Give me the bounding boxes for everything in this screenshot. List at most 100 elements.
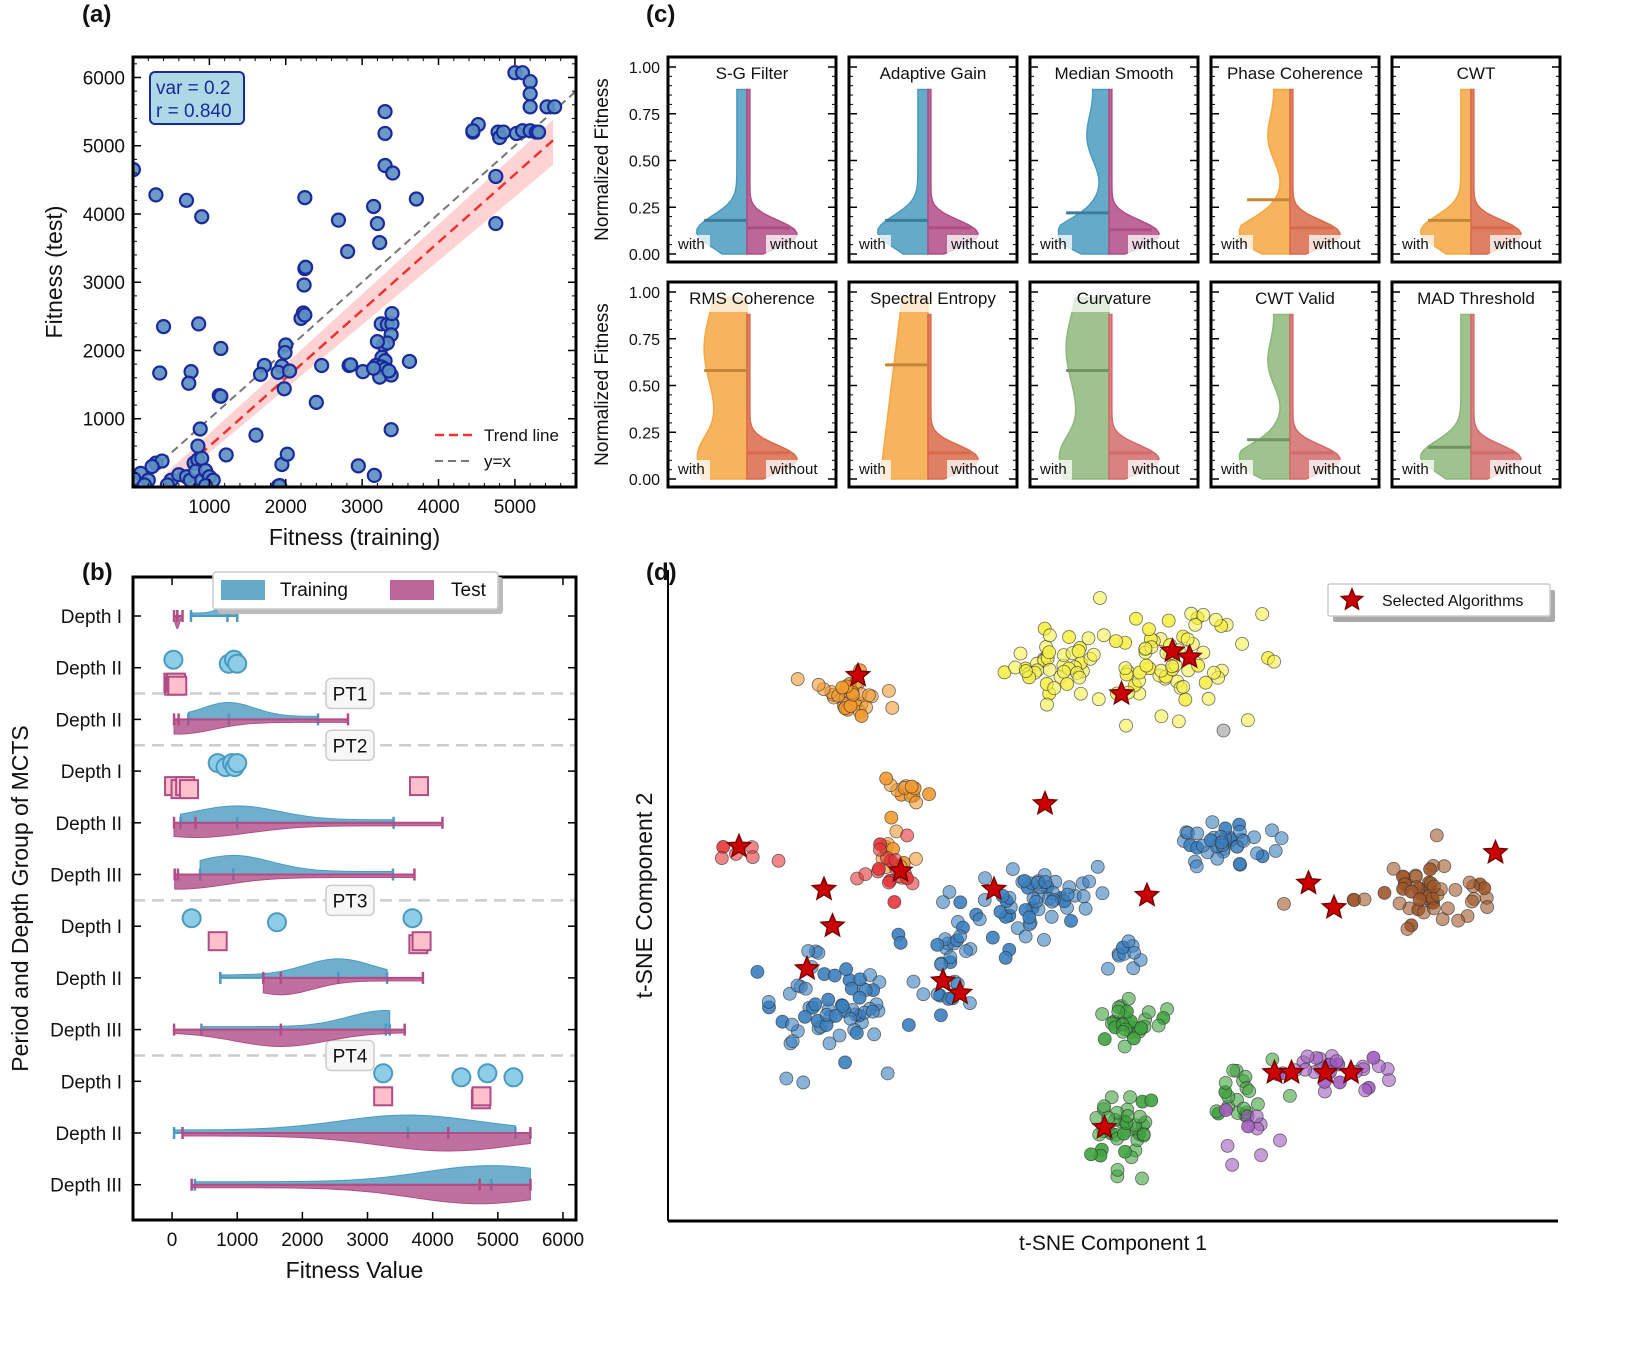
tsne-point [1005,862,1020,876]
tsne-point [871,861,886,876]
data-point [297,190,313,206]
data-point [181,375,197,391]
subplot-frame [666,280,838,489]
legend-star-icon [1339,587,1365,611]
with-label-bg [1036,460,1072,480]
tsne-point [1214,835,1229,850]
without-label: without [1131,236,1180,253]
tsne-point [1082,874,1097,889]
subplot-title: CWT [1457,64,1496,83]
without-label: without [1493,461,1542,478]
with-half-violin [696,88,748,255]
tsne-point [745,850,760,864]
tsne-point [1081,631,1096,646]
tsne-point [1386,861,1401,876]
tsne-point [1178,692,1193,707]
tsne-point [1366,1050,1381,1065]
without-label-bg [1490,235,1556,255]
data-point [465,123,481,139]
data-point [343,357,359,373]
tsne-point [1198,675,1213,690]
data-point [488,168,504,185]
data-point [369,215,386,232]
y-tick-label: Depth III [50,1021,122,1042]
y-tick-label: Depth II [55,969,122,990]
period-label: PT4 [333,1046,368,1067]
panel-label-a: (a) [82,1,111,28]
tsne-point [1121,934,1136,949]
with-label: with [1220,236,1248,253]
tsne-point [1044,909,1059,924]
tsne-point [843,699,858,713]
without-label-bg [947,460,1013,480]
tsne-point [1161,613,1176,628]
selected-algorithm-star [980,875,1008,901]
tsne-point [1329,1054,1344,1069]
subplot-title-bg [1415,287,1526,312]
tsne-point [884,810,899,825]
data-point [366,467,382,483]
x-tick-label: 5000 [494,497,536,518]
x-tick-label: 4000 [417,497,459,518]
tsne-point [785,1017,799,1032]
tsne-point [1111,1004,1126,1019]
x-axis-label: Fitness (training) [269,524,440,550]
panel-c-split-violins: S-G Filter with without 0.00 0.25 0.50 0.75 1.0… [592,55,1562,489]
data-point [547,99,563,115]
tsne-point [1117,1039,1132,1054]
y-tick-label: 3000 [83,273,125,294]
tsne-point [1093,591,1107,605]
tsne-point [1208,612,1223,627]
tsne-point [1219,1103,1233,1117]
data-point [194,209,210,225]
tsne-point [1358,1083,1373,1098]
tsne-point [1062,630,1076,644]
tsne-point [1118,661,1133,676]
tsne-point [943,950,958,965]
tsne-point [1225,1157,1240,1172]
training-violin [199,854,394,875]
selected-algorithm-star [1031,789,1059,816]
without-label: without [769,236,818,253]
tsne-point [1127,945,1142,960]
data-point [276,381,292,397]
period-label: PT3 [333,891,368,912]
selected-algorithm-star [1312,1058,1339,1084]
selected-algorithm-star [1159,637,1186,663]
without-half-violin [1108,88,1160,255]
legend-identity-label: y=x [484,452,511,471]
data-point [213,340,229,357]
data-point [365,198,382,215]
x-tick-label: 3000 [346,1230,388,1251]
tsne-point [1042,645,1056,660]
tsne-point [1412,892,1427,907]
training-point [181,908,202,929]
data-point [383,422,399,438]
without-half-violin [1289,313,1341,480]
data-point [281,363,298,379]
confidence-band [163,119,554,487]
tsne-point [1141,1005,1156,1020]
training-violin [187,702,319,720]
stats-annotation-box [149,71,245,125]
x-tick-label: 2000 [265,497,307,518]
selected-algorithm-star [1108,679,1135,706]
subplot-title: MAD Threshold [1417,289,1535,308]
tsne-point [1040,697,1054,712]
without-half-violin [1470,88,1522,255]
tsne-point [1242,1084,1257,1099]
test-point [373,1086,394,1107]
data-point [522,73,538,90]
tsne-point [828,1008,843,1023]
data-point [350,458,366,474]
with-label-bg [674,460,710,480]
tsne-point [1139,658,1154,673]
data-point [148,187,164,203]
tsne-point [1189,859,1204,874]
subplot-frame [1209,280,1381,489]
y-axis-label: Fitness (test) [41,206,67,339]
selected-algorithm-star [844,661,872,687]
panel-label-b: (b) [82,559,113,586]
tsne-point [1045,894,1059,909]
